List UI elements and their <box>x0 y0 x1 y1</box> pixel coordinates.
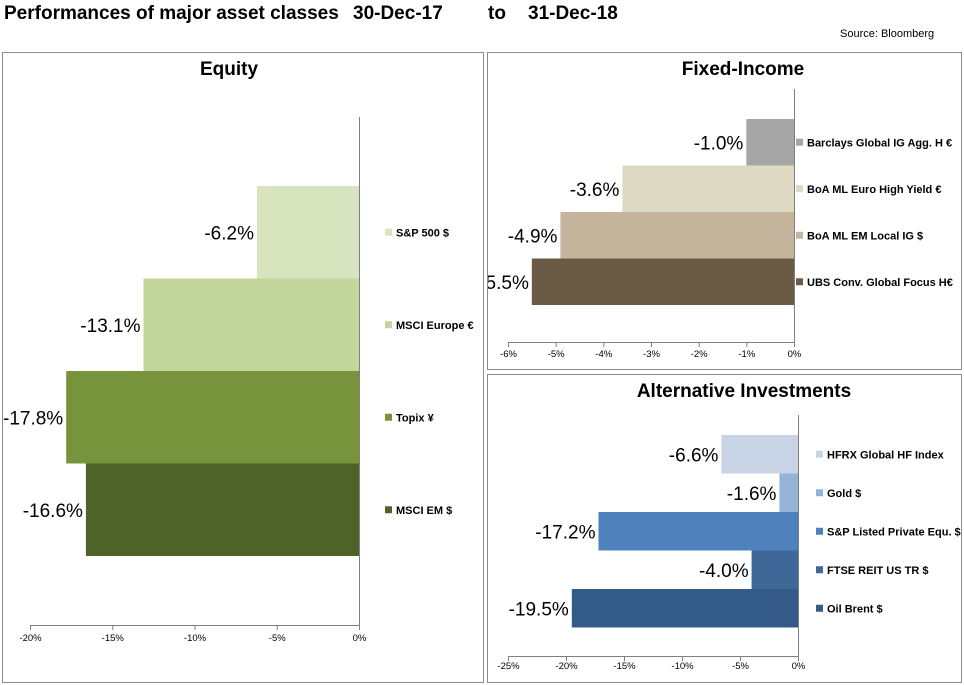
fixed-income-data-label: -4.9% <box>508 226 558 247</box>
alternative-legend-label: Oil Brent $ <box>827 603 883 615</box>
alternative-data-label: -19.5% <box>509 599 569 620</box>
fixed-income-legend-swatch <box>796 278 803 286</box>
equity-data-label: -13.1% <box>80 316 140 337</box>
equity-bar-msci-em <box>85 463 360 556</box>
equity-legend-label: MSCI Europe € <box>396 320 474 332</box>
equity-chart: Equity -6.2% S&P 500 $ -13.1% MSCI Europe € -… <box>3 59 474 644</box>
alternative-data-label: -1.6% <box>727 484 777 505</box>
equity-x-tick-label: -5% <box>269 633 286 644</box>
alternative-bar-oil-brent <box>571 589 798 628</box>
equity-chart-title: Equity <box>200 59 258 80</box>
fixed-income-chart: Fixed-Income -1.0% Barclays Global IG Agg.… <box>488 59 953 360</box>
fixed-income-legend-label: UBS Conv. Global Focus H€ <box>807 277 953 289</box>
alternative-legend-label: S&P Listed Private Equ. $ <box>827 526 961 538</box>
fixed-income-legend-label: BoA ML EM Local IG $ <box>807 230 923 242</box>
equity-legend-swatch <box>385 228 392 236</box>
start-date: 30-Dec-17 <box>353 3 443 24</box>
alternative-bar-gold <box>779 473 798 512</box>
equity-bar-topix <box>66 371 359 464</box>
equity-data-label: -6.2% <box>204 223 254 244</box>
equity-data-label: -16.6% <box>23 501 83 522</box>
alternative-investments-chart-panel: Alternative Investments -6.6% HFRX Global … <box>487 374 962 683</box>
fixed-income-x-tick-label: -6% <box>500 349 517 360</box>
alternative-legend-swatch <box>816 604 823 612</box>
alternative-legend-swatch <box>816 527 823 535</box>
alternative-x-tick-label: -20% <box>555 661 578 672</box>
page-title: Performances of major asset classes <box>4 3 339 24</box>
equity-legend-swatch <box>385 413 392 421</box>
fixed-income-x-tick-label: -1% <box>738 349 755 360</box>
fixed-income-legend-label: Barclays Global IG Agg. H € <box>807 137 952 149</box>
fixed-income-legend-swatch <box>796 185 803 193</box>
alternative-legend-label: FTSE REIT US TR $ <box>827 565 928 577</box>
fixed-income-bar-ubs-conv-global-focus-h <box>531 258 794 305</box>
fixed-income-x-tick-label: -5% <box>548 349 565 360</box>
alternative-bar-hfrx-global-hf-index <box>721 435 798 474</box>
equity-legend-swatch <box>385 506 392 514</box>
source-note: Source: Bloomberg <box>840 28 935 40</box>
fixed-income-bar-boa-ml-em-local-ig <box>560 212 794 259</box>
fixed-income-bar-barclays-global-ig-agg-h <box>746 119 794 166</box>
equity-chart-panel: Equity -6.2% S&P 500 $ -13.1% MSCI Europe € -… <box>2 52 484 683</box>
alternative-x-tick-label: -15% <box>613 661 636 672</box>
alternative-data-label: -17.2% <box>535 522 595 543</box>
alternative-legend-swatch <box>816 566 823 574</box>
fixed-income-x-tick-label: -3% <box>643 349 660 360</box>
equity-data-label: -17.8% <box>3 408 63 429</box>
alternative-x-tick-label: -25% <box>497 661 520 672</box>
alternative-bar-s-p-listed-private-equ <box>598 512 798 551</box>
alternative-x-tick-label: -5% <box>732 661 749 672</box>
equity-x-tick-label: -20% <box>19 633 42 644</box>
alternative-data-label: -4.0% <box>699 561 749 582</box>
alternative-x-tick-label: -10% <box>671 661 694 672</box>
date-separator: to <box>488 3 506 24</box>
equity-legend-label: MSCI EM $ <box>396 505 452 517</box>
alternative-legend-label: HFRX Global HF Index <box>827 449 945 461</box>
fixed-income-x-tick-label: -2% <box>691 349 708 360</box>
equity-legend-label: Topix ¥ <box>396 412 435 424</box>
fixed-income-chart-title: Fixed-Income <box>682 59 804 80</box>
fixed-income-legend-swatch <box>796 231 803 239</box>
alternative-bar-ftse-reit-us-tr <box>751 550 798 589</box>
alternative-chart-title: Alternative Investments <box>637 381 851 402</box>
fixed-income-legend-swatch <box>796 138 803 146</box>
equity-x-tick-label: -10% <box>184 633 207 644</box>
fixed-income-chart-panel: Fixed-Income -1.0% Barclays Global IG Agg.… <box>487 52 962 370</box>
equity-x-tick-label: -15% <box>102 633 125 644</box>
alternative-legend-swatch <box>816 489 823 497</box>
fixed-income-x-tick-label: 0% <box>788 349 802 360</box>
alternative-x-tick-label: 0% <box>792 661 806 672</box>
equity-bar-s-p-500 <box>257 186 359 279</box>
fixed-income-data-label: -5.5% <box>488 273 529 294</box>
equity-x-tick-label: 0% <box>353 633 367 644</box>
equity-bar-msci-europe <box>143 278 359 371</box>
end-date: 31-Dec-18 <box>528 3 618 24</box>
alternative-investments-chart: Alternative Investments -6.6% HFRX Global … <box>497 381 961 672</box>
alternative-data-label: -6.6% <box>669 445 719 466</box>
alternative-legend-swatch <box>816 450 823 458</box>
fixed-income-data-label: -3.6% <box>570 180 620 201</box>
fixed-income-x-tick-label: -4% <box>595 349 612 360</box>
fixed-income-data-label: -1.0% <box>694 133 744 154</box>
alternative-legend-label: Gold $ <box>827 488 861 500</box>
fixed-income-legend-label: BoA ML Euro High Yield € <box>807 184 941 196</box>
equity-legend-swatch <box>385 321 392 329</box>
equity-legend-label: S&P 500 $ <box>396 227 449 239</box>
fixed-income-bar-boa-ml-euro-high-yield <box>622 165 794 212</box>
